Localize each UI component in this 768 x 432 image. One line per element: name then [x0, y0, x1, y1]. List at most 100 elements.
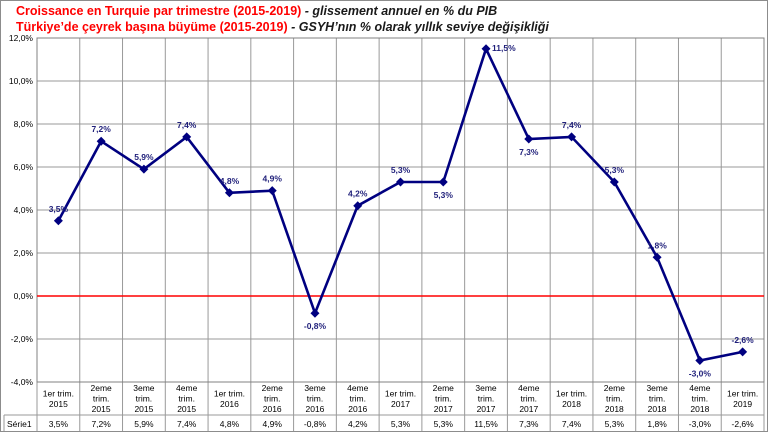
table-value: 7,4%: [177, 419, 197, 429]
data-label: 5,3%: [434, 190, 454, 200]
x-category-label: trim.: [606, 394, 623, 404]
data-label: 7,4%: [562, 120, 582, 130]
x-category-label: 3eme: [475, 383, 497, 393]
data-point-marker: [652, 252, 662, 262]
x-category-label: 2018: [605, 404, 624, 414]
y-tick-label: 8,0%: [14, 119, 34, 129]
data-point-marker: [481, 44, 491, 54]
chart-subtitle-fr: - glissement annuel en % du PIB: [301, 4, 498, 18]
data-point-marker: [139, 164, 149, 174]
data-point-marker: [609, 177, 619, 187]
data-label: 7,3%: [519, 147, 539, 157]
chart-title-tr: Türkiye’de çeyrek başına büyüme (2015-20…: [16, 20, 549, 34]
x-category-label: 1er trim.: [556, 388, 587, 398]
y-tick-label: 2,0%: [14, 248, 34, 258]
x-category-label: 2015: [92, 404, 111, 414]
table-value: 5,9%: [134, 419, 154, 429]
x-category-label: 2015: [177, 404, 196, 414]
x-category-label: trim.: [692, 394, 709, 404]
series-line: [57, 45, 743, 362]
data-label: 1,8%: [647, 240, 667, 250]
x-category-label: 2016: [263, 404, 282, 414]
x-category-label: trim.: [435, 394, 452, 404]
data-point-marker: [310, 308, 320, 318]
chart-title-fr: Croissance en Turquie par trimestre (201…: [16, 4, 497, 18]
y-tick-label: 4,0%: [14, 205, 34, 215]
x-category-label: 2017: [477, 404, 496, 414]
data-point-marker: [53, 216, 63, 226]
y-tick-label: 12,0%: [9, 33, 34, 43]
x-category-label: 2018: [648, 404, 667, 414]
x-category-label: 2017: [519, 404, 538, 414]
table-value: 5,3%: [605, 419, 625, 429]
x-category-label: 3eme: [304, 383, 326, 393]
data-point-marker: [567, 132, 577, 142]
x-category-label: trim.: [307, 394, 324, 404]
data-point-marker: [96, 136, 106, 146]
x-category-label: trim.: [93, 394, 110, 404]
x-category-label: 2eme: [604, 383, 626, 393]
data-point-marker: [738, 347, 748, 357]
x-category-label: 2015: [134, 404, 153, 414]
data-label: 3,5%: [49, 204, 69, 214]
data-point-marker: [353, 201, 363, 211]
table-value: 4,8%: [220, 419, 240, 429]
x-category-label: 1er trim.: [214, 388, 245, 398]
x-category-label: trim.: [521, 394, 538, 404]
table-value: 5,3%: [434, 419, 454, 429]
y-tick-label: 6,0%: [14, 162, 34, 172]
x-category-label: 4eme: [518, 383, 540, 393]
x-category-label: trim.: [349, 394, 366, 404]
y-tick-label: 0,0%: [14, 291, 34, 301]
data-label: 4,9%: [263, 174, 283, 184]
data-point-marker: [695, 356, 705, 365]
table-value: 4,9%: [263, 419, 283, 429]
data-point-marker: [182, 132, 192, 142]
table-value: 3,5%: [49, 419, 69, 429]
data-point-marker: [438, 177, 448, 187]
data-label: 11,5%: [492, 43, 516, 53]
x-category-label: 2016: [220, 399, 239, 409]
y-tick-label: -4,0%: [11, 377, 34, 387]
x-category-label: 4eme: [176, 383, 198, 393]
table-value: 7,4%: [562, 419, 582, 429]
x-category-label: trim.: [649, 394, 666, 404]
table-value: -3,0%: [689, 419, 712, 429]
x-category-label: 2016: [306, 404, 325, 414]
data-label: 5,9%: [134, 152, 154, 162]
data-label: 5,3%: [391, 165, 411, 175]
x-category-label: 2eme: [433, 383, 455, 393]
data-label: -2,6%: [732, 335, 755, 345]
x-category-label: trim.: [178, 394, 195, 404]
x-category-label: 2017: [391, 399, 410, 409]
x-category-label: 3eme: [133, 383, 155, 393]
x-category-label: 2016: [348, 404, 367, 414]
x-category-label: trim.: [136, 394, 153, 404]
x-category-label: 4eme: [347, 383, 369, 393]
x-category-label: 1er trim.: [43, 388, 74, 398]
data-point-marker: [267, 186, 277, 196]
chart-subtitle-tr: - GSYH’nın % olarak yıllık seviye değişi…: [287, 20, 549, 34]
data-label: 4,8%: [220, 176, 240, 186]
x-category-label: 2018: [690, 404, 709, 414]
data-point-marker: [396, 177, 405, 187]
x-category-label: trim.: [478, 394, 495, 404]
x-category-label: 1er trim.: [385, 388, 416, 398]
x-category-label: 1er trim.: [727, 388, 758, 398]
x-category-label: trim.: [264, 394, 281, 404]
table-value: -0,8%: [304, 419, 327, 429]
table-series-name: Série1: [7, 419, 32, 429]
x-category-label: 3eme: [646, 383, 668, 393]
table-value: 11,5%: [474, 419, 498, 429]
x-category-label: 2017: [434, 404, 453, 414]
x-category-label: 2015: [49, 399, 68, 409]
data-label: -0,8%: [304, 321, 327, 331]
table-value: -2,6%: [732, 419, 755, 429]
table-value: 4,2%: [348, 419, 368, 429]
x-category-label: 2018: [562, 399, 581, 409]
y-tick-label: 10,0%: [9, 76, 34, 86]
x-category-label: 2019: [733, 399, 752, 409]
data-label: 5,3%: [605, 165, 625, 175]
x-category-label: 4eme: [689, 383, 711, 393]
